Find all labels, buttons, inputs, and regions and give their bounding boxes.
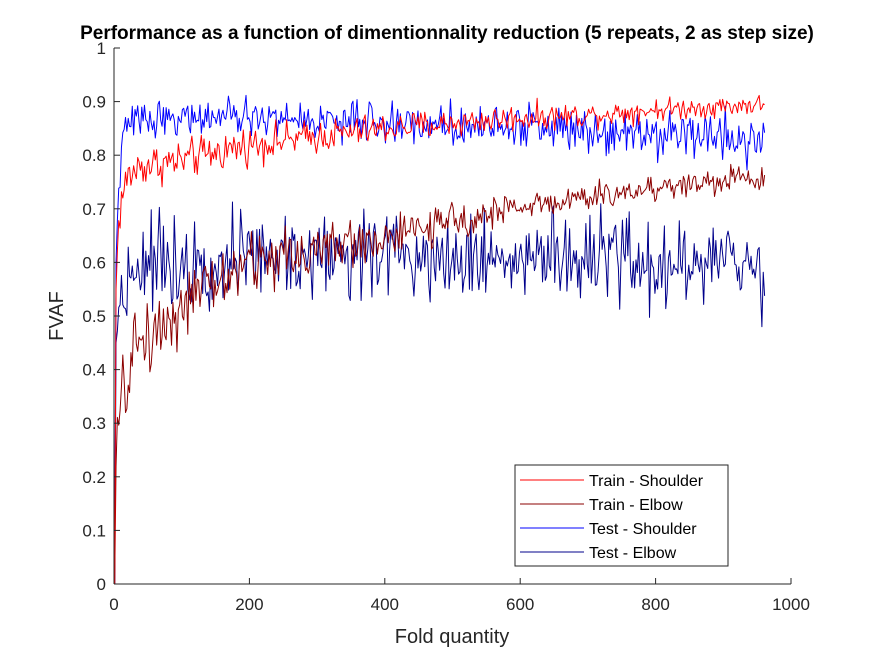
series-layer [114,94,766,585]
y-tick-label: 0 [97,575,106,594]
x-ticks: 0 200 400 600 800 1000 [109,578,810,614]
y-tick-label: 1 [97,39,106,58]
legend-label: Train - Elbow [589,497,683,514]
legend-box [514,464,729,567]
series-line-1 [114,163,766,585]
chart-title: Performance as a function of dimentionna… [80,23,814,44]
y-ticks: 0 0.1 0.2 0.3 0.4 0.5 0.6 0.7 0.8 0.9 1 [82,39,120,594]
x-axis-label: Fold quantity [395,626,510,648]
y-tick-label: 0.8 [82,146,106,165]
y-tick-label: 0.9 [82,93,106,112]
x-tick-label: 400 [371,595,399,614]
series-line-0 [114,94,765,585]
legend-label: Test - Elbow [589,545,677,562]
x-tick-label: 600 [506,595,534,614]
y-axis-label: FVAF [46,291,68,341]
y-tick-label: 0.6 [82,253,106,272]
y-tick-label: 0.3 [82,414,106,433]
y-tick-label: 0.5 [82,307,106,326]
x-tick-label: 0 [109,595,118,614]
x-tick-label: 200 [235,595,263,614]
legend: Train - Shoulder Train - Elbow Test - Shou… [514,464,729,567]
x-tick-label: 800 [641,595,669,614]
y-tick-label: 0.7 [82,200,106,219]
y-tick-label: 0.1 [82,521,106,540]
legend-label: Test - Shoulder [589,521,697,538]
legend-items: Train - Shoulder Train - Elbow Test - Shou… [520,473,704,562]
x-tick-label: 1000 [772,595,810,614]
y-tick-label: 0.4 [82,361,106,380]
series-line-2 [114,94,766,585]
y-tick-label: 0.2 [82,468,106,487]
series-line-3 [114,201,766,585]
legend-label: Train - Shoulder [589,473,704,490]
